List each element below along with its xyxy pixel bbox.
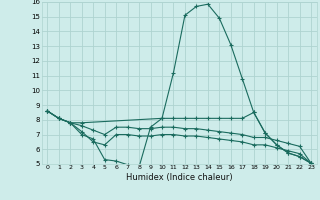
X-axis label: Humidex (Indice chaleur): Humidex (Indice chaleur) [126, 173, 233, 182]
